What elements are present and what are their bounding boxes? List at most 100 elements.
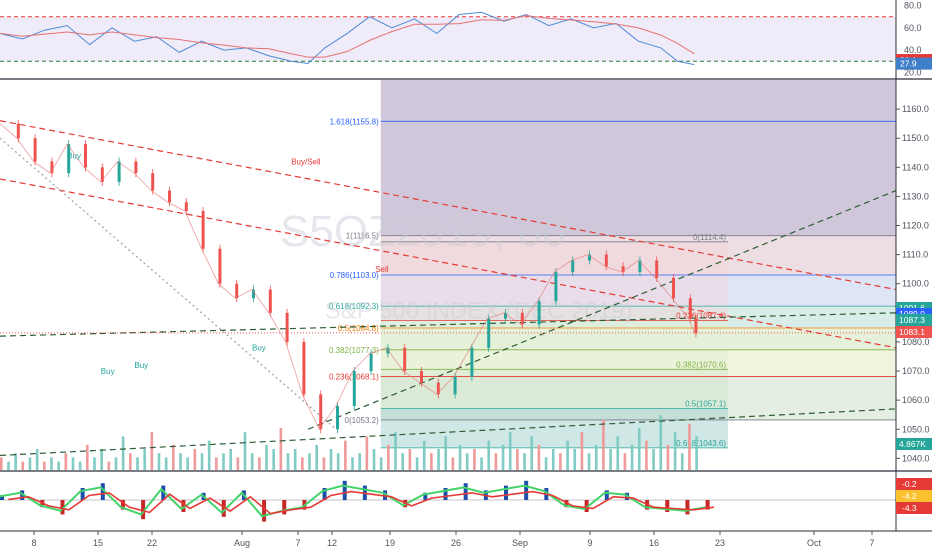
candle-body (201, 210, 205, 249)
volume-bar (501, 444, 505, 470)
trend-line (0, 120, 897, 291)
price-tick-label: 1140.0 (902, 162, 929, 172)
rsi-panel[interactable] (0, 0, 896, 78)
macd-histogram-bar (504, 485, 508, 500)
macd-signal-line (8, 490, 715, 515)
macd-panel[interactable] (0, 472, 896, 530)
fib-level-label: 1.618(1155.8) (330, 117, 380, 126)
macd-histogram-bar (705, 500, 710, 510)
price-badge (896, 314, 932, 326)
candle-body (100, 167, 104, 182)
volume-bar (121, 436, 125, 470)
volume-bar (336, 453, 340, 470)
x-tick-label: 7 (869, 538, 874, 548)
candle-body (420, 371, 423, 383)
candle-body (520, 312, 524, 325)
x-tick-label: Sep (512, 538, 528, 548)
candle-body (33, 138, 37, 162)
volume-bar (645, 440, 648, 470)
macd-histogram-bar (342, 480, 347, 500)
volume-bar (64, 453, 68, 470)
signal-label: Sell (375, 265, 389, 274)
candle-body (319, 394, 323, 430)
price-tick-label: 1130.0 (902, 191, 929, 201)
volume-bar (322, 457, 326, 470)
signal-label: Buy (67, 152, 81, 161)
volume-bar (551, 449, 555, 470)
macd-histogram-bar (584, 500, 589, 512)
rsi-background (0, 0, 896, 78)
candle-body (436, 382, 440, 395)
fib-level-label-right: 0.382(1070.6) (676, 360, 726, 369)
candle-body (386, 347, 390, 354)
watermark-name: S&P 500 INDEX (DEC 2019) (325, 298, 633, 325)
macd-badge (896, 478, 932, 490)
volume-bar (688, 423, 691, 470)
volume-bar (14, 453, 17, 470)
signal-label: Buy (252, 344, 266, 353)
x-tick-label: 9 (587, 538, 592, 548)
macd-histogram-bar (524, 480, 529, 500)
candle-body (302, 341, 306, 395)
x-tick-label: 23 (715, 538, 725, 548)
x-tick-label: 22 (147, 538, 157, 548)
macd-histogram-bar (685, 500, 690, 515)
fib-zone (380, 327, 896, 350)
volume-bar (172, 444, 175, 470)
fib-zone-right (380, 369, 728, 409)
volume-bar (265, 444, 268, 470)
macd-histogram-bar (322, 488, 327, 500)
volume-bar (129, 453, 132, 470)
volume-bar (494, 453, 498, 470)
volume-bar (0, 457, 3, 470)
volume-bar (35, 449, 39, 470)
trend-line (307, 190, 897, 430)
fib-zone-right (380, 320, 728, 370)
rsi-tick-label: 60.0 (904, 23, 922, 33)
volume-bar (57, 461, 60, 470)
trend-line (0, 178, 897, 349)
volume-bar (329, 449, 333, 470)
volume-bar (365, 436, 369, 470)
macd-histogram-bar (423, 492, 428, 500)
volume-bar (394, 432, 397, 470)
volume-bar (508, 432, 512, 470)
candle-body (621, 266, 625, 273)
volume-bar (286, 453, 290, 470)
fib-level-label-right: 0.236(1087.4) (676, 311, 726, 320)
volume-bar (372, 449, 376, 470)
price-tick-label: 1100.0 (902, 279, 929, 289)
price-badge-label: 1083.1 (899, 327, 925, 337)
rsi-badge (896, 57, 932, 70)
candle-body (252, 289, 255, 299)
volume-bar (229, 449, 232, 470)
volume-bar (544, 457, 548, 470)
fib-level-label-right: 0(1114.4) (693, 233, 726, 242)
candle-body (184, 202, 188, 211)
macd-histogram-bar (181, 500, 186, 512)
volume-bar (193, 449, 197, 470)
macd-histogram-bar (443, 488, 448, 500)
macd-histogram-bar (60, 500, 65, 515)
volume-bar (86, 444, 89, 470)
candle-body (268, 289, 272, 313)
volume-bar (451, 457, 455, 470)
volume-bar (594, 444, 598, 470)
x-tick-label: Aug (234, 538, 250, 548)
volume-bar (200, 453, 204, 470)
candle-body (285, 312, 289, 342)
volume-bar (379, 457, 383, 470)
volume-bar (308, 453, 311, 470)
macd-histogram-bar (665, 500, 670, 512)
price-panel[interactable]: 1.618(1155.8) 1(1116.5) 0.786(1103.0) 0.618… (0, 80, 897, 470)
candle-body (235, 283, 239, 299)
volume-bar (293, 449, 297, 470)
candle-body (537, 301, 541, 325)
price-badge (896, 438, 932, 450)
macd-line (0, 484, 706, 518)
signal-label: Buy (134, 361, 148, 370)
candle-body (694, 318, 698, 334)
candle-body (487, 318, 491, 348)
volume-bar (351, 457, 354, 470)
